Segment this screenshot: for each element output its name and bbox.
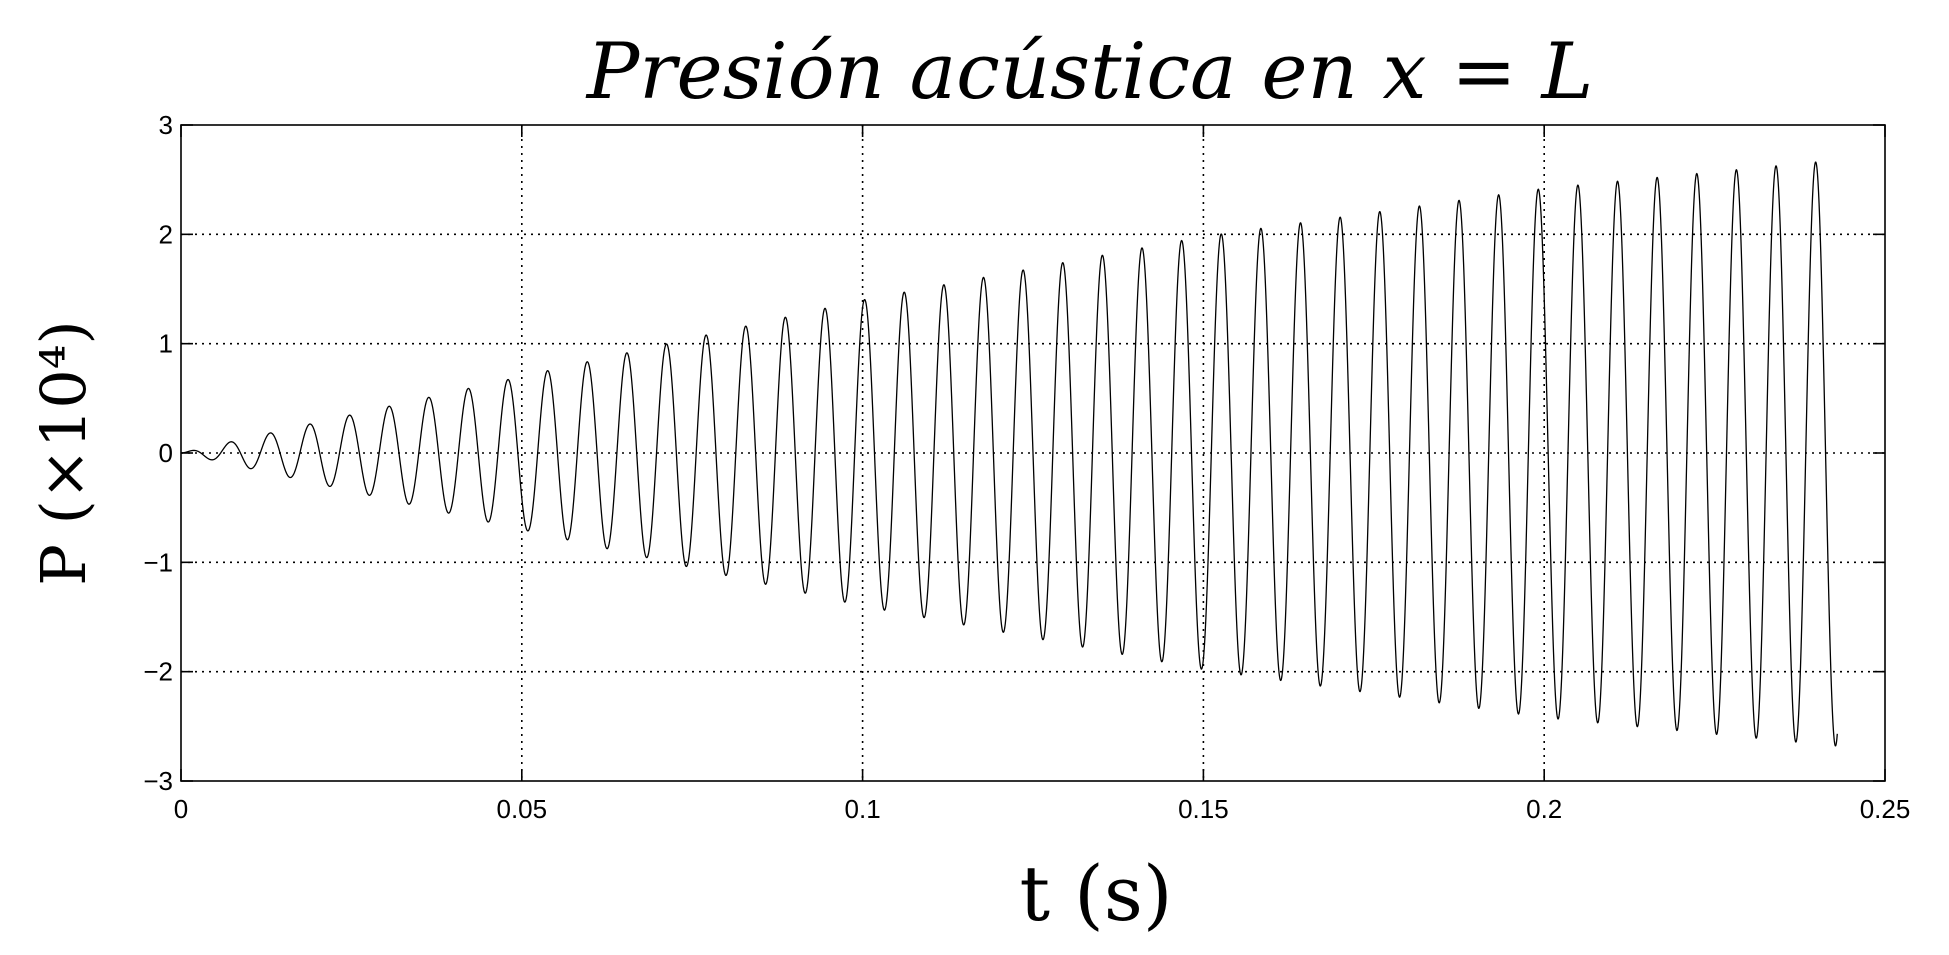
y-tick-label: 3 bbox=[159, 110, 173, 140]
grid bbox=[181, 125, 1885, 781]
chart-title: Presión acústica en x = L bbox=[585, 27, 1594, 117]
y-tick-label: −1 bbox=[143, 547, 173, 577]
pressure-series-line bbox=[181, 161, 1838, 747]
x-tick-label: 0.25 bbox=[1860, 794, 1911, 824]
x-tick-label: 0 bbox=[174, 794, 188, 824]
y-tick-label: 1 bbox=[159, 329, 173, 359]
x-tick-label: 0.2 bbox=[1526, 794, 1562, 824]
y-tick-label: −2 bbox=[143, 657, 173, 687]
y-tick-label: −3 bbox=[143, 766, 173, 796]
y-tick-label: 2 bbox=[159, 219, 173, 249]
x-tick-label: 0.15 bbox=[1178, 794, 1229, 824]
x-axis-label: t (s) bbox=[1019, 849, 1172, 938]
y-tick-label: 0 bbox=[159, 438, 173, 468]
x-tick-label: 0.1 bbox=[845, 794, 881, 824]
ticks: 0 0.05 0.1 0.15 0.2 0.25 3 2 1 0 −1 −2 −3 bbox=[143, 110, 1910, 824]
y-axis-label: P (×10⁴) bbox=[27, 320, 100, 586]
x-tick-label: 0.05 bbox=[496, 794, 547, 824]
series-layer bbox=[181, 161, 1838, 747]
